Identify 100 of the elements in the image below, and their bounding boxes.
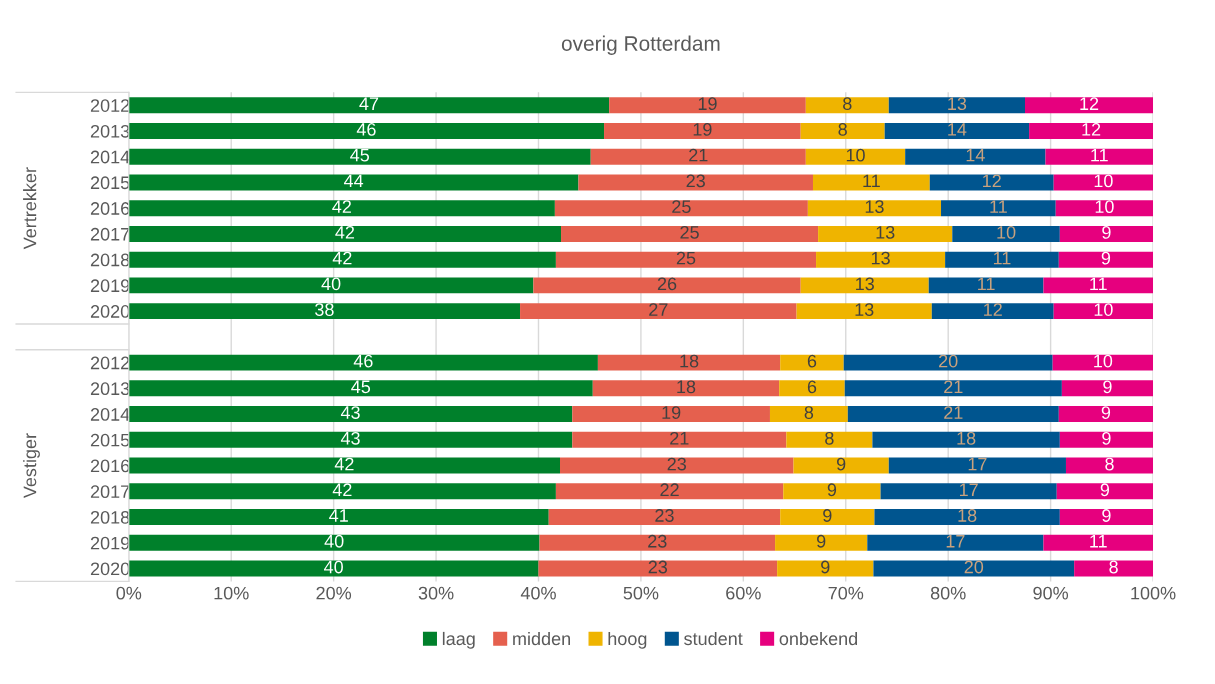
bar bbox=[128, 431, 573, 448]
data-label: 10 bbox=[1094, 174, 1113, 188]
data-label: 45 bbox=[350, 148, 370, 162]
data-label: 13 bbox=[871, 251, 890, 265]
data-label: 11 bbox=[1091, 148, 1108, 162]
bar bbox=[128, 251, 556, 268]
bar bbox=[128, 277, 534, 294]
bar bbox=[1058, 251, 1154, 268]
bar bbox=[555, 251, 817, 268]
data-label: 18 bbox=[957, 431, 976, 445]
bar bbox=[572, 406, 770, 423]
bar bbox=[775, 534, 868, 551]
bar bbox=[1052, 354, 1154, 371]
data-label: 19 bbox=[693, 123, 712, 136]
bar bbox=[539, 534, 776, 551]
data-label: 11 bbox=[990, 200, 1007, 213]
data-label: 11 bbox=[978, 277, 995, 291]
data-label: 43 bbox=[340, 406, 360, 419]
data-label: 13 bbox=[876, 225, 895, 239]
y-tick-label: 2016 bbox=[90, 202, 130, 215]
legend-label: laag bbox=[442, 631, 475, 649]
y-tick-label: 2018 bbox=[90, 253, 130, 267]
data-label: 6 bbox=[807, 380, 817, 394]
bar bbox=[779, 380, 845, 397]
data-label: 38 bbox=[315, 303, 334, 316]
y-tick-label: 2016 bbox=[90, 459, 130, 473]
data-label: 20 bbox=[964, 560, 984, 574]
y-tick-label: 2015 bbox=[90, 176, 130, 190]
data-label: 9 bbox=[821, 560, 830, 574]
bar bbox=[1059, 431, 1154, 448]
bar bbox=[1061, 380, 1154, 397]
data-label: 41 bbox=[329, 509, 348, 522]
x-tick-label: 0% bbox=[116, 586, 142, 600]
x-tick-label: 20% bbox=[316, 586, 352, 600]
bar bbox=[128, 534, 540, 551]
x-tick-label: 90% bbox=[1033, 586, 1069, 600]
data-label: 40 bbox=[324, 534, 344, 548]
bar bbox=[769, 406, 848, 423]
data-label: 13 bbox=[948, 97, 967, 111]
bar bbox=[560, 457, 794, 474]
data-label: 9 bbox=[1103, 380, 1112, 394]
bar bbox=[128, 380, 593, 397]
data-label: 9 bbox=[827, 483, 837, 497]
data-label: 9 bbox=[1101, 406, 1111, 419]
bar bbox=[880, 483, 1057, 500]
data-label: 11 bbox=[993, 251, 1011, 265]
bar bbox=[609, 97, 806, 114]
bar bbox=[128, 122, 605, 139]
bar bbox=[847, 406, 1059, 423]
data-label: 12 bbox=[1080, 97, 1099, 110]
data-label: 12 bbox=[984, 303, 1002, 316]
x-tick-label: 10% bbox=[214, 586, 249, 600]
bar bbox=[128, 148, 591, 165]
data-label: 19 bbox=[698, 97, 717, 111]
data-label: 42 bbox=[332, 483, 352, 496]
bar bbox=[128, 174, 579, 191]
bar bbox=[873, 560, 1075, 577]
bar bbox=[520, 303, 797, 320]
bar bbox=[884, 122, 1030, 139]
data-label: 9 bbox=[1101, 251, 1111, 265]
data-label: 8 bbox=[838, 123, 847, 136]
data-label: 10 bbox=[1094, 303, 1113, 316]
y-tick-label: 2018 bbox=[90, 510, 130, 524]
bar bbox=[816, 251, 946, 268]
bar bbox=[597, 354, 781, 371]
bar bbox=[554, 200, 808, 217]
bar bbox=[777, 560, 874, 577]
data-label: 12 bbox=[983, 174, 1001, 188]
data-label: 6 bbox=[807, 354, 817, 368]
data-label: 14 bbox=[948, 123, 967, 136]
bar bbox=[1058, 406, 1154, 423]
x-tick-label: 50% bbox=[623, 586, 659, 600]
bar bbox=[1025, 97, 1154, 114]
data-label: 44 bbox=[343, 174, 364, 188]
data-label: 22 bbox=[660, 483, 679, 496]
data-label: 23 bbox=[655, 509, 674, 522]
y-tick-label: 2015 bbox=[90, 433, 130, 447]
data-label: 18 bbox=[958, 509, 977, 522]
bar bbox=[786, 431, 873, 448]
legend-label: onbekend bbox=[779, 631, 858, 646]
bar bbox=[1043, 534, 1154, 551]
data-label: 23 bbox=[648, 534, 667, 548]
bar bbox=[843, 354, 1053, 371]
data-label: 25 bbox=[680, 225, 699, 239]
x-tick-label: 60% bbox=[726, 586, 761, 600]
legend-label: hoog bbox=[608, 631, 647, 649]
y-tick-label: 2014 bbox=[90, 150, 130, 164]
bar bbox=[128, 509, 549, 526]
data-label: 45 bbox=[351, 380, 371, 394]
data-label: 25 bbox=[676, 251, 696, 265]
bar bbox=[800, 122, 885, 139]
data-label: 8 bbox=[825, 431, 834, 445]
data-label: 21 bbox=[944, 380, 963, 394]
data-label: 21 bbox=[944, 406, 963, 419]
bar bbox=[561, 225, 819, 242]
data-label: 18 bbox=[677, 380, 696, 394]
data-label: 40 bbox=[321, 277, 341, 291]
x-tick-label: 100% bbox=[1131, 586, 1176, 600]
bar bbox=[1059, 509, 1154, 526]
bar bbox=[905, 148, 1046, 165]
